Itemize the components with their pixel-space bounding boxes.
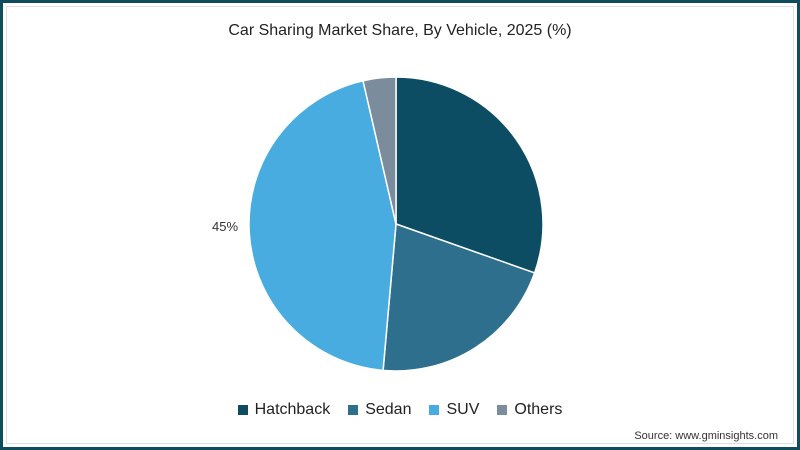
legend-item-sedan[interactable]: Sedan bbox=[348, 401, 411, 419]
pie-slice-suv[interactable] bbox=[248, 79, 397, 372]
others-swatch bbox=[497, 405, 508, 415]
legend-label: Hatchback bbox=[254, 401, 331, 418]
pie-slice-hatchback[interactable] bbox=[395, 76, 544, 274]
source-note: Source: www.gminsights.com bbox=[634, 430, 778, 442]
sedan-swatch bbox=[348, 405, 359, 415]
pie-slice-sedan[interactable] bbox=[382, 222, 536, 372]
legend-item-hatchback[interactable]: Hatchback bbox=[237, 401, 331, 419]
hatchback-swatch bbox=[237, 405, 248, 415]
legend: Hatchback Sedan SUV Others bbox=[0, 401, 800, 419]
legend-label: Others bbox=[514, 401, 563, 418]
suv-swatch bbox=[429, 405, 440, 415]
chart-title: Car Sharing Market Share, By Vehicle, 20… bbox=[228, 22, 572, 39]
legend-label: SUV bbox=[446, 401, 480, 418]
pie-slice-others[interactable] bbox=[362, 76, 397, 225]
legend-item-suv[interactable]: SUV bbox=[429, 401, 479, 419]
legend-item-others[interactable]: Others bbox=[497, 401, 562, 419]
legend-label: Sedan bbox=[365, 401, 412, 418]
suv-data-label: 45% bbox=[212, 219, 239, 234]
chart-inner-border bbox=[6, 6, 794, 444]
